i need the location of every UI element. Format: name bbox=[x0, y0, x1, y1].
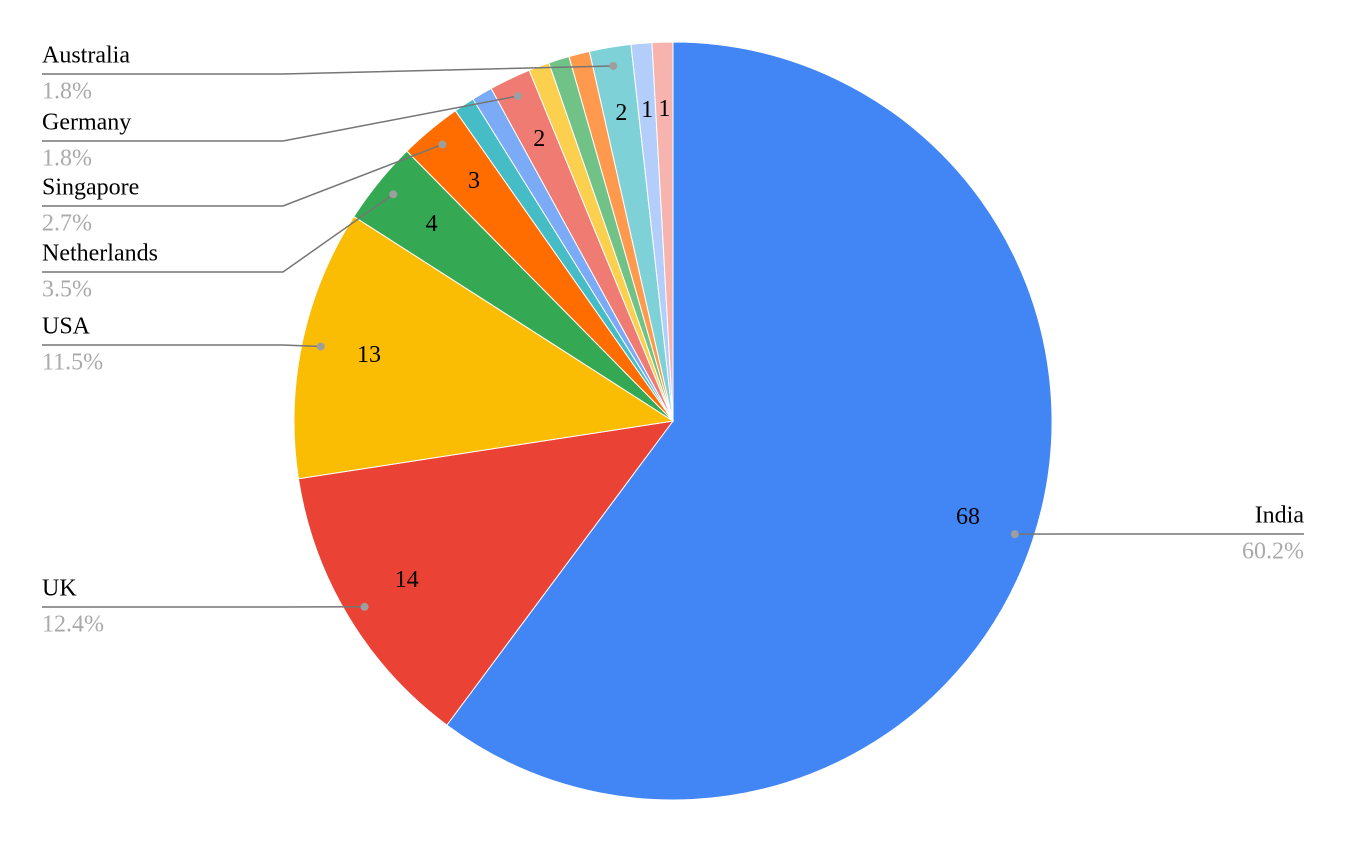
leader-dot bbox=[360, 602, 369, 611]
leader-dot bbox=[389, 190, 398, 199]
pie-slice bbox=[446, 41, 1053, 801]
leader-line bbox=[42, 193, 394, 273]
percent-label: 1.8% bbox=[42, 79, 92, 105]
pie-slice bbox=[297, 420, 675, 726]
data-label: 14 bbox=[395, 567, 419, 593]
category-label: India bbox=[1255, 503, 1305, 529]
leader-line bbox=[42, 65, 614, 75]
leader-line bbox=[42, 95, 519, 142]
leader-dot bbox=[514, 91, 523, 100]
leader-dot bbox=[1010, 530, 1019, 539]
percent-label: 2.7% bbox=[42, 211, 92, 237]
leader-dot bbox=[609, 61, 618, 70]
category-label: USA bbox=[42, 314, 91, 340]
leader-dot bbox=[316, 342, 325, 351]
data-label: 4 bbox=[426, 211, 438, 237]
data-label: 2 bbox=[615, 100, 627, 126]
data-label: 2 bbox=[533, 126, 545, 152]
percent-label: 1.8% bbox=[42, 146, 92, 172]
percent-label: 12.4% bbox=[42, 612, 104, 638]
category-label: Australia bbox=[42, 43, 130, 69]
leader-line bbox=[42, 344, 321, 348]
data-label: 1 bbox=[641, 97, 653, 123]
data-label: 68 bbox=[956, 504, 980, 530]
data-label: 3 bbox=[468, 168, 480, 194]
category-label: Germany bbox=[42, 110, 131, 136]
percent-label: 3.5% bbox=[42, 277, 92, 303]
category-label: Netherlands bbox=[42, 241, 158, 267]
data-label: 1 bbox=[658, 96, 670, 122]
percent-label: 60.2% bbox=[1242, 539, 1304, 565]
category-label: Singapore bbox=[42, 175, 139, 201]
category-label: UK bbox=[42, 576, 77, 602]
pie-slice bbox=[651, 41, 674, 422]
leader-dot bbox=[438, 140, 447, 149]
data-label: 13 bbox=[357, 342, 381, 368]
pie-slice bbox=[293, 215, 675, 480]
leader-line bbox=[42, 143, 443, 207]
percent-label: 11.5% bbox=[42, 350, 103, 376]
